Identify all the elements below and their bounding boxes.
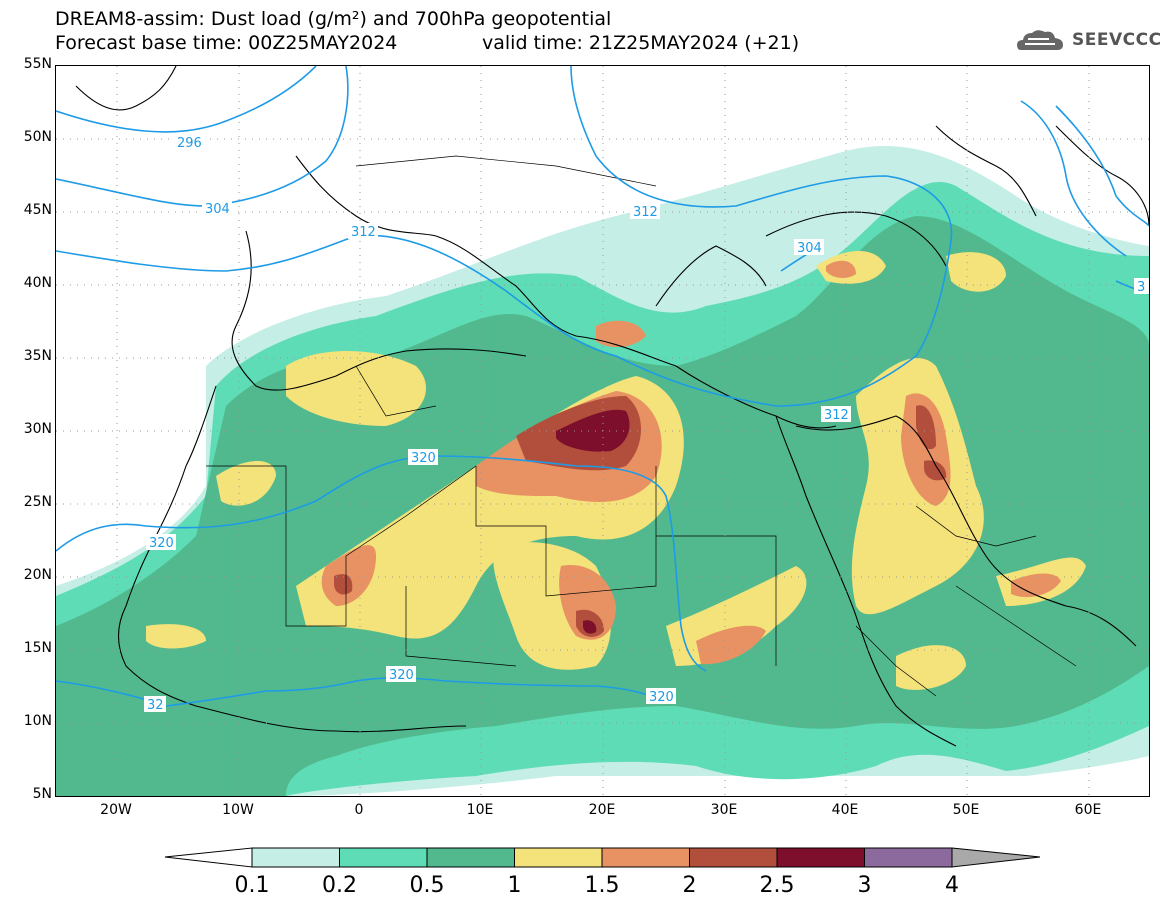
lat-label: 50N <box>23 129 52 145</box>
colorbar-swatch <box>776 847 865 868</box>
logo-text: SEEVCCC <box>1072 30 1162 50</box>
contour-label: 3 <box>1137 280 1145 295</box>
colorbar-label: 0.5 <box>409 873 445 898</box>
colorbar-label: 1.5 <box>584 873 620 898</box>
colorbar-swatch <box>514 847 603 868</box>
colorbar <box>164 847 1041 868</box>
lat-label: 15N <box>23 640 52 656</box>
lat-label: 20N <box>23 567 52 583</box>
colorbar-swatch <box>864 847 953 868</box>
lon-label: 50E <box>952 802 980 818</box>
lon-label: 10E <box>466 802 494 818</box>
lat-label: 25N <box>23 494 52 510</box>
valid-time: valid time: 21Z25MAY2024 (+21) <box>482 32 800 54</box>
contour-label: 304 <box>205 202 230 217</box>
graticule <box>56 66 1149 796</box>
colorbar-swatches <box>251 847 953 868</box>
lon-label: 0 <box>354 802 364 818</box>
lon-label: 20E <box>588 802 616 818</box>
contour-label: 32 <box>147 698 164 713</box>
colorbar-swatch <box>426 847 515 868</box>
colorbar-swatch <box>601 847 690 868</box>
forecast-base-time: Forecast base time: 00Z25MAY2024 <box>55 32 398 54</box>
lat-label: 35N <box>23 348 52 364</box>
dust-level-2-5 <box>556 409 630 634</box>
colorbar-label: 4 <box>945 873 959 898</box>
colorbar-label: 0.1 <box>234 873 270 898</box>
colorbar-label: 0.2 <box>322 873 357 898</box>
contour-labels: 296 304 312 304 312 312 320 320 320 320 … <box>144 134 1149 713</box>
cloud-logo-icon <box>1017 30 1063 50</box>
contour-label: 312 <box>824 408 849 423</box>
contour-label: 296 <box>177 136 202 151</box>
lat-label: 5N <box>32 786 52 802</box>
contour-label: 320 <box>389 668 414 683</box>
lon-label: 10W <box>222 802 254 818</box>
colorbar-label: 2 <box>682 873 697 898</box>
colorbar-label: 2.5 <box>759 873 795 898</box>
country-borders <box>206 155 1077 697</box>
coastlines <box>75 66 1149 747</box>
lat-label: 45N <box>23 202 52 218</box>
colorbar-swatch <box>689 847 778 868</box>
colorbar-swatch <box>251 847 340 868</box>
lon-label: 30E <box>710 802 738 818</box>
dust-load-map: 296 304 312 304 312 312 320 320 320 320 … <box>55 65 1150 797</box>
colorbar-low-arrow <box>164 847 253 868</box>
lon-label: 40E <box>831 802 859 818</box>
lat-label: 10N <box>23 713 52 729</box>
colorbar-label: 1 <box>507 873 522 898</box>
lat-label: 30N <box>23 421 52 437</box>
colorbar-swatch <box>339 847 428 868</box>
colorbar-high-arrow <box>951 847 1041 868</box>
contour-label: 304 <box>797 241 822 256</box>
map-title: DREAM8-assim: Dust load (g/m²) and 700hP… <box>55 8 612 30</box>
lat-label: 40N <box>23 275 52 291</box>
contour-label: 320 <box>411 451 436 466</box>
contour-label: 320 <box>149 536 174 551</box>
lon-label: 60E <box>1074 802 1102 818</box>
contour-label: 320 <box>649 690 674 705</box>
contour-label: 312 <box>633 205 658 220</box>
contour-label: 312 <box>351 225 376 240</box>
colorbar-label: 3 <box>857 873 872 898</box>
geopotential-contours <box>56 66 1149 707</box>
lon-label: 20W <box>100 802 132 818</box>
lat-label: 55N <box>23 56 52 72</box>
